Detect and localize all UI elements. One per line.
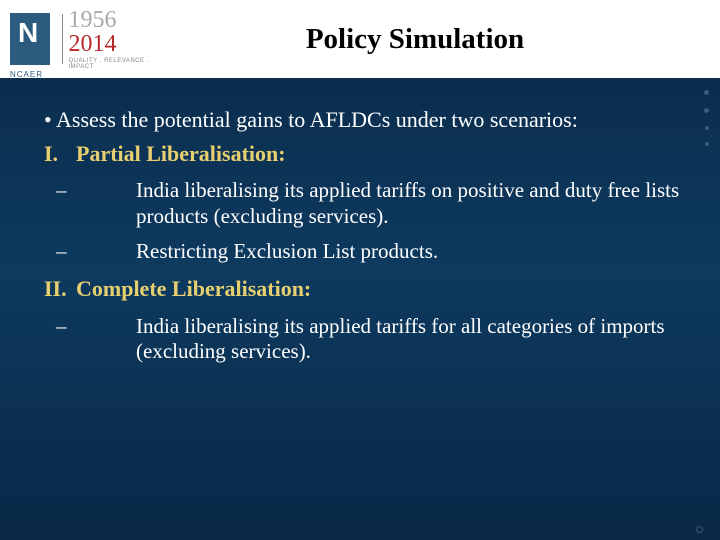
logo-mark: [10, 13, 50, 65]
section-1-num: I.: [44, 140, 76, 169]
logo-year2: 2014: [69, 32, 170, 56]
slide: 1956 2014 QUALITY . RELEVANCE . IMPACT P…: [0, 0, 720, 540]
section-1-title: Partial Liberalisation:: [76, 141, 286, 166]
section-2-num: II.: [44, 275, 76, 304]
section-2-title: Complete Liberalisation:: [76, 276, 311, 301]
section-2-item-1: –India liberalising its applied tariffs …: [96, 314, 680, 365]
header: 1956 2014 QUALITY . RELEVANCE . IMPACT P…: [0, 0, 720, 78]
logo-divider: [62, 14, 63, 64]
section-1-heading: I.Partial Liberalisation:: [44, 140, 680, 169]
slide-title: Policy Simulation: [170, 23, 720, 56]
section-2-heading: II.Complete Liberalisation:: [44, 275, 680, 304]
bullet-main: Assess the potential gains to AFLDCs und…: [62, 106, 680, 134]
section-1-item-2: –Restricting Exclusion List products.: [96, 239, 680, 265]
logo: 1956 2014 QUALITY . RELEVANCE . IMPACT: [0, 0, 170, 78]
logo-years: 1956 2014 QUALITY . RELEVANCE . IMPACT: [69, 8, 170, 70]
section-1-item-1: –India liberalising its applied tariffs …: [96, 178, 680, 229]
logo-year1: 1956: [69, 8, 170, 32]
logo-tagline: QUALITY . RELEVANCE . IMPACT: [69, 58, 170, 70]
content: Assess the potential gains to AFLDCs und…: [0, 78, 720, 365]
